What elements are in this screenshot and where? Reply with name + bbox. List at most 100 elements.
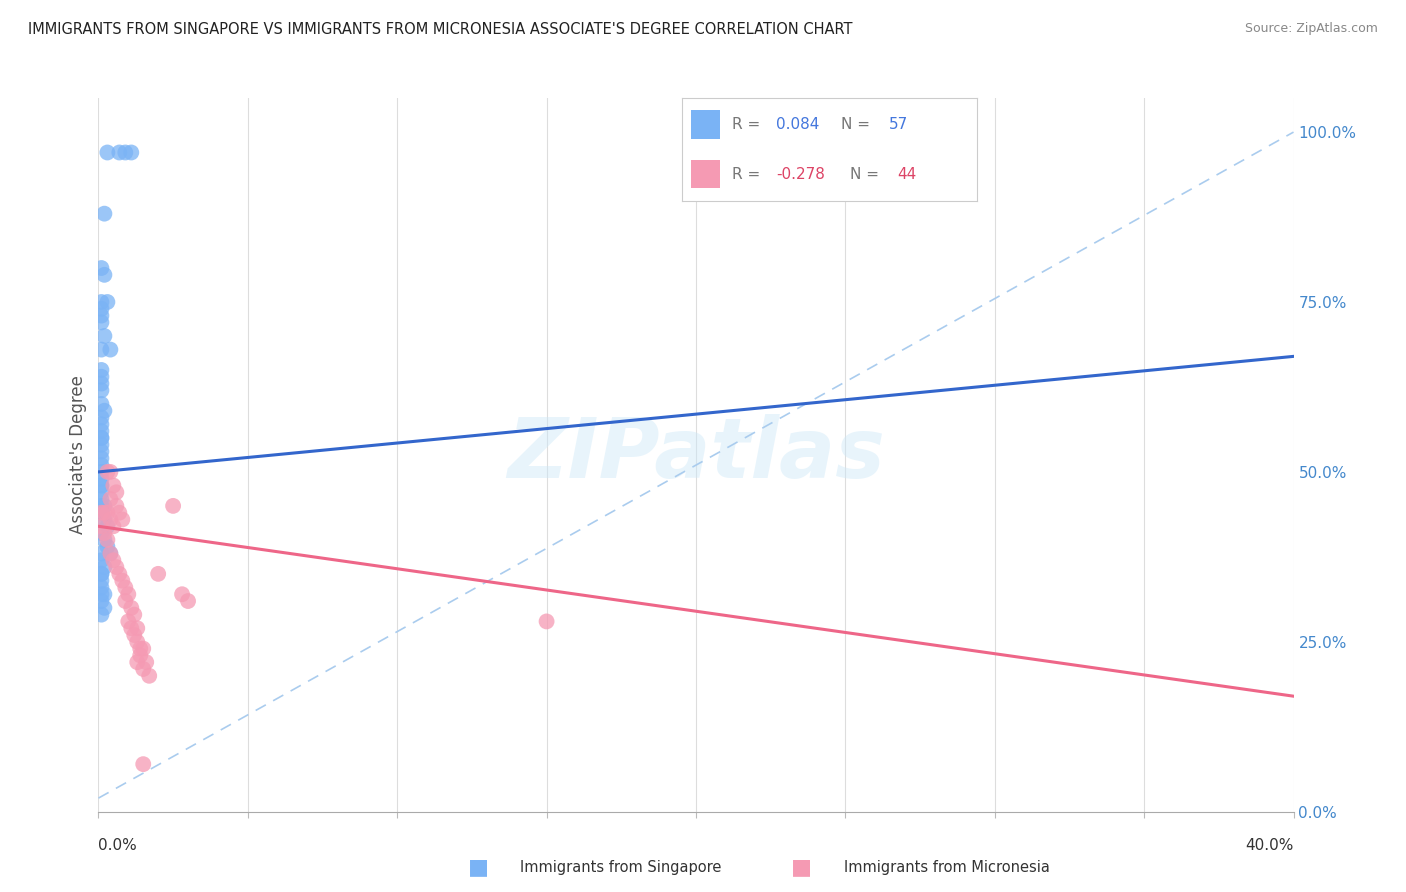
Point bbox=[93, 587, 115, 601]
Point bbox=[90, 417, 112, 432]
Point bbox=[90, 295, 112, 310]
Text: Source: ZipAtlas.com: Source: ZipAtlas.com bbox=[1244, 22, 1378, 36]
Point bbox=[90, 485, 112, 500]
Point bbox=[135, 655, 157, 669]
Point bbox=[90, 384, 112, 398]
Point bbox=[90, 343, 112, 357]
Point bbox=[100, 492, 122, 507]
Bar bbox=[690, 160, 720, 188]
Point bbox=[90, 363, 112, 377]
Point bbox=[90, 465, 112, 479]
Point bbox=[536, 615, 558, 629]
Point bbox=[93, 207, 115, 221]
Point bbox=[90, 526, 112, 541]
Point bbox=[111, 512, 134, 526]
Point bbox=[129, 648, 152, 663]
Point bbox=[93, 526, 115, 541]
Text: 0.084: 0.084 bbox=[776, 117, 820, 132]
Point bbox=[90, 410, 112, 425]
Point bbox=[90, 594, 112, 608]
Point bbox=[90, 566, 112, 581]
Point bbox=[90, 553, 112, 567]
Text: N =: N = bbox=[851, 167, 884, 182]
Point bbox=[162, 499, 184, 513]
Text: R =: R = bbox=[733, 117, 765, 132]
Point bbox=[105, 560, 128, 574]
Point bbox=[90, 492, 112, 507]
Point bbox=[90, 431, 112, 445]
Text: IMMIGRANTS FROM SINGAPORE VS IMMIGRANTS FROM MICRONESIA ASSOCIATE'S DEGREE CORRE: IMMIGRANTS FROM SINGAPORE VS IMMIGRANTS … bbox=[28, 22, 852, 37]
Text: 57: 57 bbox=[889, 117, 908, 132]
Point bbox=[96, 540, 118, 554]
Text: N =: N = bbox=[841, 117, 875, 132]
Point bbox=[124, 628, 146, 642]
Point bbox=[93, 506, 115, 520]
Text: Immigrants from Singapore: Immigrants from Singapore bbox=[520, 860, 721, 874]
Point bbox=[111, 574, 134, 588]
Point bbox=[90, 506, 112, 520]
Point bbox=[96, 145, 118, 160]
Point bbox=[108, 566, 131, 581]
Y-axis label: Associate's Degree: Associate's Degree bbox=[69, 376, 87, 534]
Point bbox=[138, 669, 160, 683]
Point bbox=[103, 478, 125, 492]
Point bbox=[96, 519, 118, 533]
Point bbox=[90, 607, 112, 622]
Point bbox=[103, 519, 125, 533]
Point bbox=[120, 621, 142, 635]
Point bbox=[96, 465, 118, 479]
Point bbox=[132, 641, 155, 656]
Point bbox=[129, 641, 152, 656]
Point bbox=[93, 560, 115, 574]
Point bbox=[90, 472, 112, 486]
Point bbox=[90, 587, 112, 601]
Point bbox=[108, 506, 131, 520]
Point bbox=[96, 295, 118, 310]
Point bbox=[127, 635, 149, 649]
Point bbox=[93, 268, 115, 282]
Point bbox=[117, 615, 139, 629]
Point bbox=[93, 329, 115, 343]
Text: R =: R = bbox=[733, 167, 765, 182]
Point bbox=[90, 546, 112, 560]
Point bbox=[93, 403, 115, 417]
Point bbox=[90, 315, 112, 329]
Point bbox=[90, 376, 112, 391]
Point bbox=[148, 566, 170, 581]
Text: ■: ■ bbox=[468, 857, 488, 877]
Point bbox=[90, 438, 112, 452]
Point bbox=[117, 587, 139, 601]
Point bbox=[132, 662, 155, 676]
Point bbox=[93, 512, 115, 526]
Bar bbox=[690, 111, 720, 139]
Point bbox=[114, 594, 136, 608]
Point bbox=[172, 587, 194, 601]
Point bbox=[127, 655, 149, 669]
Text: 0.0%: 0.0% bbox=[98, 838, 138, 853]
Point bbox=[90, 581, 112, 595]
Point bbox=[120, 145, 142, 160]
Point bbox=[93, 533, 115, 547]
Point bbox=[90, 566, 112, 581]
Point bbox=[90, 506, 112, 520]
Point bbox=[90, 458, 112, 472]
Point bbox=[93, 600, 115, 615]
Point bbox=[127, 621, 149, 635]
Point bbox=[105, 485, 128, 500]
Point bbox=[90, 478, 112, 492]
Point bbox=[103, 553, 125, 567]
Point bbox=[100, 512, 122, 526]
Point bbox=[96, 506, 118, 520]
Text: Immigrants from Micronesia: Immigrants from Micronesia bbox=[844, 860, 1049, 874]
Point bbox=[100, 343, 122, 357]
Point bbox=[132, 757, 155, 772]
Point bbox=[90, 260, 112, 275]
Text: ■: ■ bbox=[792, 857, 811, 877]
Point bbox=[100, 546, 122, 560]
Point bbox=[124, 607, 146, 622]
Point bbox=[96, 533, 118, 547]
Point bbox=[100, 546, 122, 560]
Point bbox=[90, 369, 112, 384]
Point bbox=[177, 594, 200, 608]
Point bbox=[90, 451, 112, 466]
